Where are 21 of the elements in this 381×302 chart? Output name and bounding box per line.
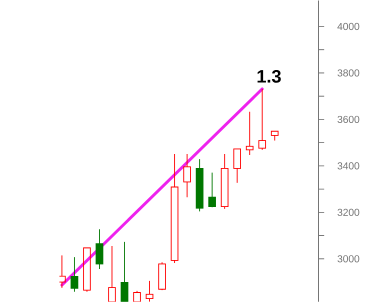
y-tick-label: 3600 [338,116,360,123]
y-tick-label: 4000 [337,22,360,30]
y-tick-label: 3800 [338,69,360,76]
y-tick-label: 3400 [338,162,360,170]
y-tick-label: 3200 [338,208,360,216]
candlestick [220,153,228,210]
candlestick [246,111,254,156]
candlestick [59,254,66,288]
candlestick [208,172,216,207]
candlestick [96,228,104,270]
candlestick [233,148,241,184]
candlestick [258,88,266,150]
candlestick [70,256,78,292]
candlestick [170,153,178,264]
y-tick-label: 3000 [338,255,360,262]
candlestick [83,247,91,292]
annotation: 1.3 [258,70,281,83]
candlestick [146,280,154,302]
candlestick [183,153,191,198]
candlestick [196,158,204,212]
candlestick [108,245,116,302]
